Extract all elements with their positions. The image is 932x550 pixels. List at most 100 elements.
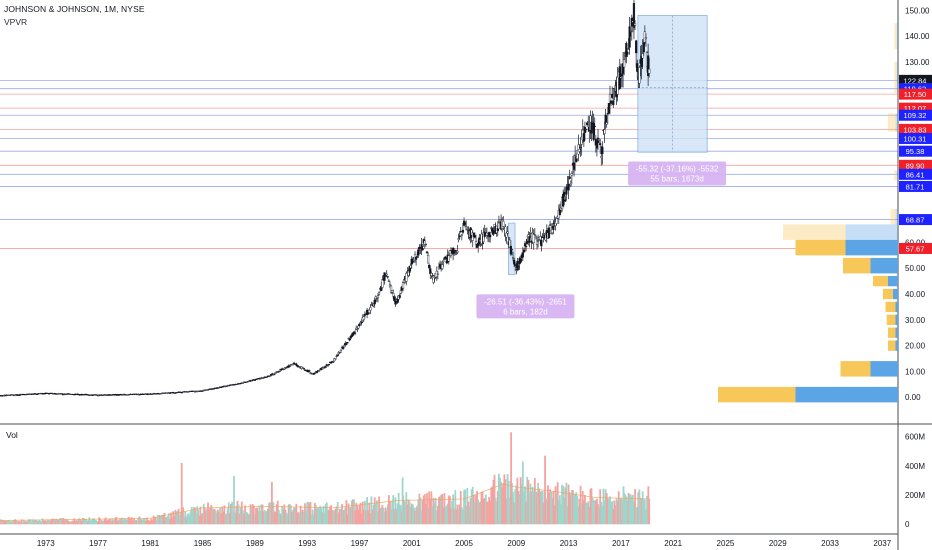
volume-bar xyxy=(320,508,323,525)
candle-body xyxy=(375,297,378,300)
candle-body xyxy=(466,227,469,229)
volume-bar xyxy=(92,518,95,525)
volume-bar xyxy=(102,521,105,525)
volume-bar xyxy=(405,492,408,525)
volume-bar xyxy=(44,520,47,525)
volume-bar xyxy=(617,491,620,525)
volume-bar xyxy=(243,513,245,525)
volume-bar xyxy=(197,509,200,525)
candle-body xyxy=(415,257,418,260)
volume-bar xyxy=(265,510,268,525)
volume-bar xyxy=(415,507,418,525)
volume-bar xyxy=(406,504,409,525)
volume-bar xyxy=(340,509,342,525)
volume-bar xyxy=(94,520,97,525)
volume-bar xyxy=(201,513,204,525)
volume-bar xyxy=(516,477,519,525)
volume-bar xyxy=(476,491,479,525)
price-tag xyxy=(899,180,932,192)
candle-body xyxy=(362,316,365,320)
candle-body xyxy=(302,368,306,370)
candle-body xyxy=(648,68,651,74)
volume-bar xyxy=(518,494,521,525)
volume-bar xyxy=(152,515,155,525)
volume-bar xyxy=(329,506,331,525)
volume-bar xyxy=(155,520,158,525)
candle-body xyxy=(201,390,204,392)
volume-bar xyxy=(99,518,102,525)
volume-bar xyxy=(524,486,526,525)
candle-body xyxy=(298,366,301,368)
price-tick-label: 20.00 xyxy=(905,342,926,351)
volume-bar xyxy=(558,495,561,525)
volume-bar xyxy=(134,520,136,525)
volume-bar xyxy=(90,519,93,525)
candle-body xyxy=(315,371,319,373)
volume-bar xyxy=(628,493,631,525)
candle-body xyxy=(345,343,348,345)
volume-bar xyxy=(592,500,595,525)
volume-bar xyxy=(398,504,401,525)
candle-body xyxy=(428,264,431,269)
volume-bar xyxy=(344,507,347,525)
volume-bar xyxy=(123,517,126,525)
volume-bar xyxy=(425,504,427,525)
volume-bar xyxy=(176,510,179,525)
volume-bar xyxy=(45,521,48,525)
candle-body xyxy=(424,243,428,245)
volume-bar xyxy=(392,495,395,525)
candle-body xyxy=(272,374,275,376)
candle-body xyxy=(399,290,402,294)
volume-bar xyxy=(590,488,593,525)
candle-body xyxy=(456,250,459,253)
volume-bar xyxy=(288,503,291,525)
candle-body xyxy=(385,273,388,276)
volume-bar xyxy=(2,520,5,525)
measure-label-bg-0 xyxy=(476,294,575,319)
volume-bar xyxy=(578,498,581,525)
chart-title[interactable]: JOHNSON & JOHNSON, 1M, NYSE xyxy=(4,4,145,14)
volume-bar xyxy=(596,498,598,525)
volume-bar xyxy=(512,491,514,525)
volume-bar xyxy=(194,507,196,525)
volume-bar xyxy=(637,492,640,525)
volume-bar xyxy=(410,503,413,525)
candle-body xyxy=(583,126,587,133)
volume-bar xyxy=(36,520,38,525)
volume-bar xyxy=(643,499,646,525)
volume-bar xyxy=(87,520,90,525)
volume-bar xyxy=(417,499,420,525)
candle-body xyxy=(481,243,484,245)
volume-bar xyxy=(551,498,554,525)
time-tick-label: 2033 xyxy=(821,539,839,548)
volume-bar xyxy=(526,476,529,525)
volume-bar xyxy=(468,506,471,525)
candle-body xyxy=(398,295,401,298)
volume-bar xyxy=(79,519,82,525)
candle-body xyxy=(511,257,515,259)
candle-body xyxy=(357,325,360,329)
volume-bar xyxy=(456,504,459,525)
candle-body xyxy=(459,230,462,232)
volume-bar xyxy=(608,498,610,525)
volume-bar xyxy=(380,507,383,525)
volume-bar xyxy=(635,507,638,525)
vpvr-bar-up-7 xyxy=(873,275,888,287)
candle-body xyxy=(347,338,350,340)
vpvr-bar-down-10 xyxy=(845,224,898,240)
candle-body xyxy=(623,59,626,68)
volume-bar xyxy=(250,506,253,525)
price-tag-label: 68.87 xyxy=(906,216,925,225)
volume-bar xyxy=(133,518,135,525)
volume-bar xyxy=(235,505,238,525)
candle-body xyxy=(444,256,447,260)
candle-body xyxy=(442,260,445,262)
volume-bar xyxy=(347,503,350,525)
indicator-label[interactable]: VPVR xyxy=(4,17,28,27)
volume-bar xyxy=(55,518,58,525)
volume-bar xyxy=(26,521,29,525)
volume-bar xyxy=(129,518,132,525)
volume-tick-label: 0 xyxy=(905,520,910,529)
volume-bar xyxy=(285,512,288,525)
